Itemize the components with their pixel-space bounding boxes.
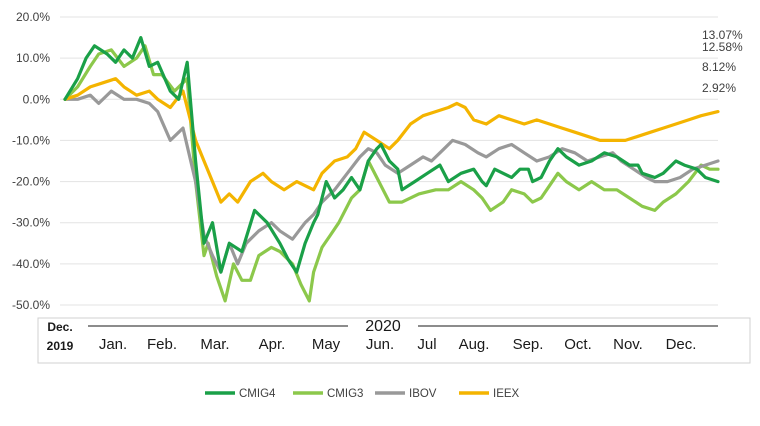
month-label: Apr. xyxy=(259,336,286,353)
month-label: Jun. xyxy=(366,336,394,353)
month-label: Nov. xyxy=(613,336,643,353)
series-line-cmig4 xyxy=(63,36,720,274)
legend-label: CMIG4 xyxy=(239,388,276,400)
end-value-label: 12.58% xyxy=(702,40,743,54)
end-labels: 13.07%12.58% 8.12% 2.92% xyxy=(702,28,743,95)
month-label: Mar. xyxy=(200,336,229,353)
series-line-ibov xyxy=(63,89,720,274)
year-label: 2020 xyxy=(365,318,401,335)
series-line-cmig3 xyxy=(63,44,720,303)
y-tick-label: -10.0% xyxy=(12,133,50,147)
series-lines xyxy=(63,36,720,303)
y-tick-label: -40.0% xyxy=(12,257,50,271)
month-label: Aug. xyxy=(459,336,490,353)
y-tick-label: 0.0% xyxy=(23,92,51,106)
end-value-label: 13.07% xyxy=(702,28,743,42)
month-label: Dec. xyxy=(666,336,697,353)
y-tick-label: -30.0% xyxy=(12,216,50,230)
y-tick-label: 20.0% xyxy=(16,10,50,24)
legend-label: CMIG3 xyxy=(327,388,363,400)
legend-label: IEEX xyxy=(493,388,520,400)
month-label: Jan. xyxy=(99,336,127,353)
month-label: May xyxy=(312,336,341,353)
month-label: Oct. xyxy=(564,336,592,353)
month-label: Sep. xyxy=(513,336,544,353)
y-tick-label: -20.0% xyxy=(12,175,50,189)
end-value-label: 2.92% xyxy=(702,81,736,95)
x-start-label-year: 2019 xyxy=(47,339,74,353)
legend: CMIG4 CMIG3 IBOV IEEX xyxy=(205,388,520,400)
y-tick-label: 10.0% xyxy=(16,51,50,65)
month-label: Feb. xyxy=(147,336,177,353)
y-axis-ticks: 20.0% 10.0% 0.0% -10.0% -20.0% -30.0% -40.0% -5… xyxy=(12,10,50,312)
legend-label: IBOV xyxy=(409,388,437,400)
end-value-label: 8.12% xyxy=(702,60,736,74)
x-start-label-month: Dec. xyxy=(47,320,72,334)
y-tick-label: -50.0% xyxy=(12,298,50,312)
x-axis-months: Jan. Feb. Mar. Apr. May Jun. Jul Aug. Sep. Oct. No… xyxy=(99,336,697,353)
month-label: Jul xyxy=(417,336,436,353)
